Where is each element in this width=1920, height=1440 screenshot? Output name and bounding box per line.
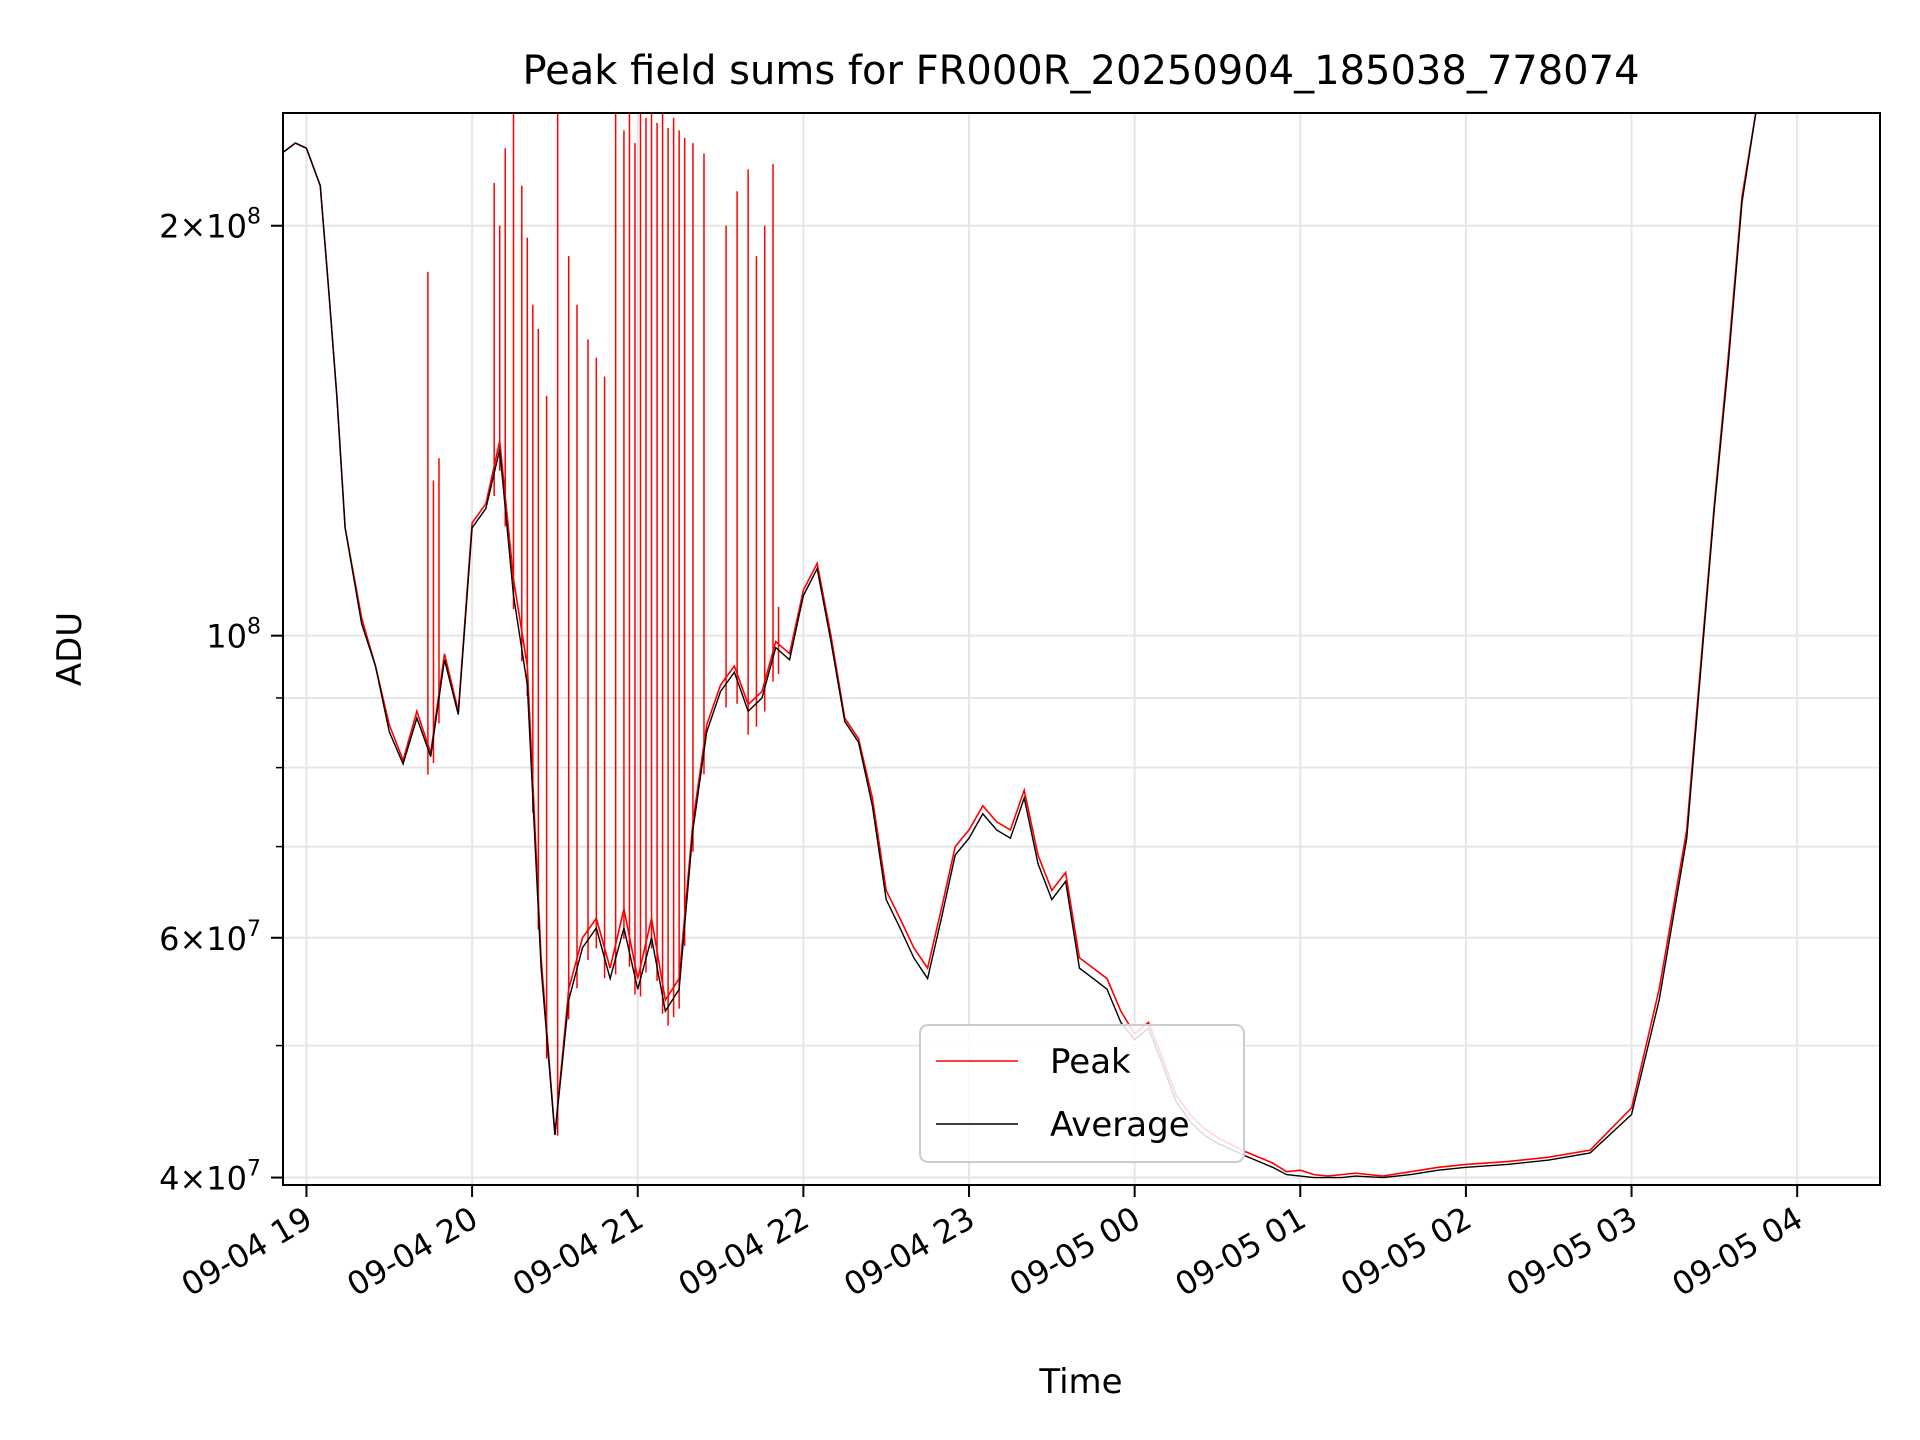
axes-frame xyxy=(282,112,1881,1186)
y-axis-label: ADU xyxy=(50,612,90,686)
y-tick-label: 2×108 xyxy=(159,205,261,246)
chart-title: Peak field sums for FR000R_20250904_1850… xyxy=(522,48,1639,94)
legend-label-average: Average xyxy=(1050,1105,1190,1145)
series-line-average xyxy=(283,113,1880,1179)
plot-area xyxy=(283,113,1880,1179)
y-tick-label: 4×107 xyxy=(159,1157,261,1198)
legend-label-peak: Peak xyxy=(1050,1042,1131,1082)
legend: Peak Average xyxy=(919,1024,1245,1163)
y-tick-label: 108 xyxy=(206,615,261,656)
legend-box xyxy=(919,1024,1245,1163)
x-axis-label: Time xyxy=(1038,1362,1122,1402)
series-line-peak xyxy=(283,113,1880,1177)
y-tick-label: 6×107 xyxy=(159,917,261,958)
